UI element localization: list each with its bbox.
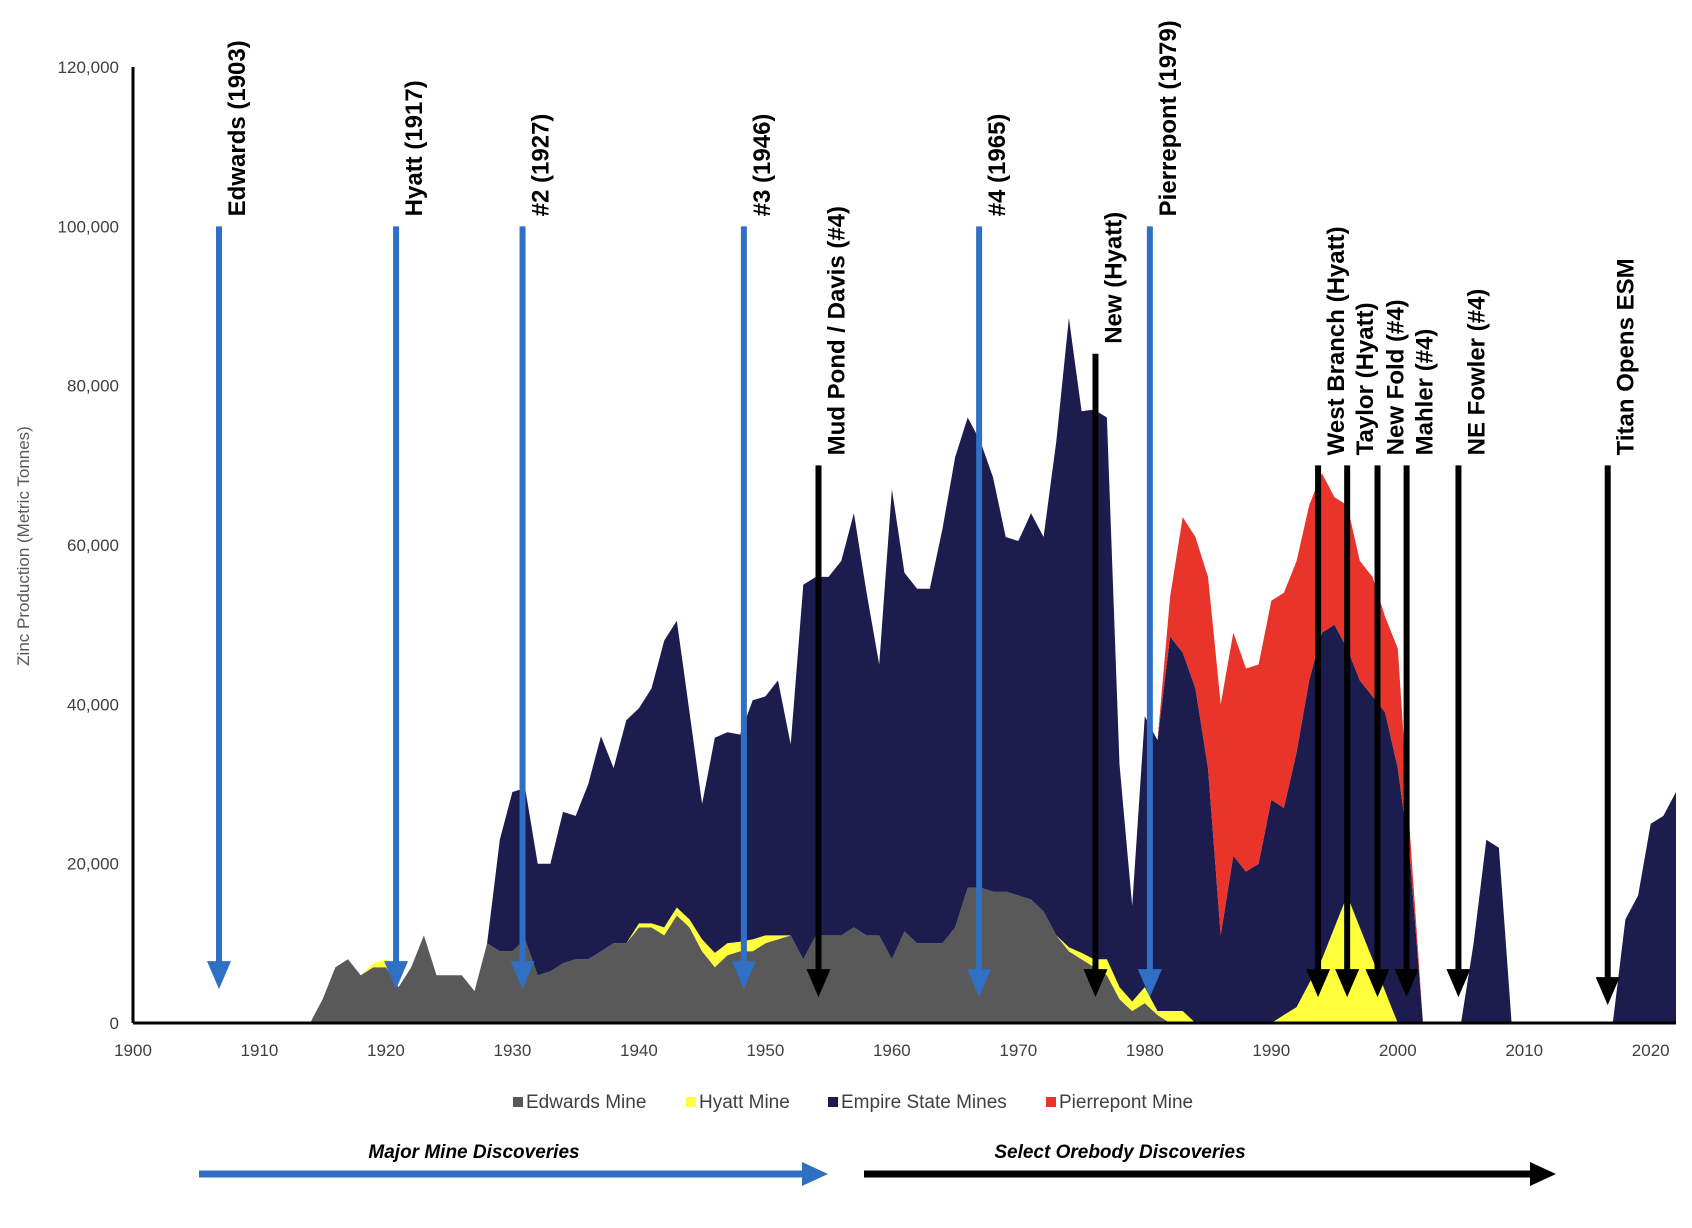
annotation-arrowhead [1595, 977, 1620, 1006]
annotation-arrowhead [1446, 969, 1471, 998]
y-tick-label: 40,000 [67, 695, 119, 714]
annotation-arrowhead [1394, 969, 1419, 998]
annotation-mahler-4: Mahler (#4) [1394, 329, 1439, 998]
x-tick-label: 1920 [367, 1041, 405, 1060]
annotation-label: Pierrepont (1979) [1155, 20, 1182, 216]
area-pierrepont-mine [133, 317, 1676, 1023]
annotation-arrowhead [967, 969, 992, 998]
legend-swatch [828, 1097, 838, 1107]
annotation-label: #2 (1927) [528, 114, 555, 217]
y-tick-label: 100,000 [58, 217, 119, 236]
annotation-arrowhead [731, 961, 756, 990]
annotation-2-1927: #2 (1927) [510, 114, 555, 990]
legend-label: Hyatt Mine [699, 1092, 790, 1113]
section-arrow-select-orebody-discoveries: Select Orebody Discoveries [864, 1142, 1556, 1186]
annotation-arrowhead [207, 961, 232, 990]
x-tick-label: 1980 [1126, 1041, 1164, 1060]
x-tick-label: 2020 [1632, 1041, 1670, 1060]
y-tick-label: 20,000 [67, 855, 119, 874]
legend-swatch [513, 1097, 523, 1107]
annotation-titan-opens-esm: Titan Opens ESM [1595, 258, 1640, 1006]
annotation-label: NE Fowler (#4) [1463, 289, 1490, 456]
annotation-label: New Fold (#4) [1383, 299, 1410, 455]
y-tick-label: 80,000 [67, 377, 119, 396]
area-series-group [133, 317, 1676, 1023]
legend-item-hyatt-mine: Hyatt Mine [686, 1092, 790, 1113]
annotation-arrowhead [1137, 969, 1162, 998]
annotation-label: New (Hyatt) [1100, 212, 1127, 344]
annotation-label: West Branch (Hyatt) [1323, 226, 1350, 455]
legend-item-edwards-mine: Edwards Mine [513, 1092, 646, 1113]
legend-item-empire-state-mines: Empire State Mines [828, 1092, 1007, 1113]
annotation-arrowhead [1083, 969, 1108, 998]
annotation-west-branch-hyatt: West Branch (Hyatt) [1306, 226, 1350, 998]
annotation-ne-fowler-4: NE Fowler (#4) [1446, 289, 1490, 998]
section-arrowhead [1530, 1162, 1556, 1186]
annotation-arrowhead [384, 961, 409, 990]
annotation-label: #3 (1946) [749, 114, 776, 217]
legend-swatch [686, 1097, 696, 1107]
annotation-label: Mud Pond / Davis (#4) [823, 206, 850, 455]
annotation-label: Hyatt (1917) [401, 80, 428, 216]
legend-label: Pierrepont Mine [1059, 1092, 1193, 1113]
y-axis-title: Zinc Production (Metric Tonnes) [14, 426, 33, 666]
section-arrowhead [802, 1162, 828, 1186]
annotation-arrowhead [1365, 969, 1390, 998]
y-tick-label: 60,000 [67, 536, 119, 555]
annotation-arrowhead [1335, 969, 1360, 998]
legend-label: Empire State Mines [841, 1092, 1007, 1113]
annotation-label: #4 (1965) [984, 114, 1011, 217]
x-tick-label: 2010 [1505, 1041, 1543, 1060]
y-tick-label: 0 [110, 1014, 119, 1033]
annotation-taylor-hyatt: Taylor (Hyatt) [1335, 302, 1379, 998]
y-tick-label: 120,000 [58, 58, 119, 77]
annotation-mud-pond-davis-4: Mud Pond / Davis (#4) [806, 206, 850, 998]
area-hyatt-mine [133, 887, 1676, 1023]
annotation-new-hyatt: New (Hyatt) [1083, 212, 1127, 998]
x-tick-label: 1940 [620, 1041, 658, 1060]
annotation-pierrepont-1979: Pierrepont (1979) [1137, 20, 1182, 998]
annotation-arrowhead [510, 961, 535, 990]
section-arrows: Major Mine Discoveries Select Orebody Dis… [199, 1142, 1556, 1186]
x-tick-labels: 1900 1910 1920 1930 1940 1950 1960 1970 1980 1990… [114, 1041, 1670, 1060]
y-tick-labels: 0 20,000 40,000 60,000 80,000 100,000 120,000 [58, 58, 119, 1033]
x-tick-label: 1960 [873, 1041, 911, 1060]
discovery-annotations: Edwards (1903) Hyatt (1917) #2 (1927) #3 (1… [207, 20, 1640, 1006]
annotation-arrowhead [806, 969, 831, 998]
x-tick-label: 1990 [1252, 1041, 1290, 1060]
annotation-label: Edwards (1903) [224, 40, 251, 216]
annotation-label: Taylor (Hyatt) [1352, 302, 1379, 455]
area-empire-state-mines [133, 317, 1676, 1023]
annotation-3-1946: #3 (1946) [731, 114, 776, 990]
area-edwards-mine [133, 887, 1676, 1023]
axes [131, 67, 1676, 1025]
section-label: Major Mine Discoveries [368, 1142, 579, 1163]
x-tick-label: 1950 [746, 1041, 784, 1060]
legend-swatch [1046, 1097, 1056, 1107]
annotation-hyatt-1917: Hyatt (1917) [384, 80, 428, 990]
section-arrow-major-mine-discoveries: Major Mine Discoveries [199, 1142, 828, 1186]
x-tick-label: 1910 [241, 1041, 279, 1060]
annotation-4-1965: #4 (1965) [967, 114, 1011, 998]
annotation-label: Mahler (#4) [1412, 329, 1439, 456]
legend: Edwards Mine Hyatt Mine Empire State Mines… [513, 1092, 1193, 1113]
legend-label: Edwards Mine [526, 1092, 646, 1113]
annotation-edwards-1903: Edwards (1903) [207, 40, 251, 990]
annotation-new-fold-4: New Fold (#4) [1365, 299, 1410, 998]
legend-item-pierrepont-mine: Pierrepont Mine [1046, 1092, 1193, 1113]
annotation-label: Titan Opens ESM [1613, 258, 1640, 455]
x-tick-label: 1930 [494, 1041, 532, 1060]
x-tick-label: 1900 [114, 1041, 152, 1060]
x-tick-label: 1970 [999, 1041, 1037, 1060]
annotation-arrowhead [1306, 969, 1331, 998]
section-label: Select Orebody Discoveries [994, 1142, 1245, 1163]
x-tick-label: 2000 [1379, 1041, 1417, 1060]
